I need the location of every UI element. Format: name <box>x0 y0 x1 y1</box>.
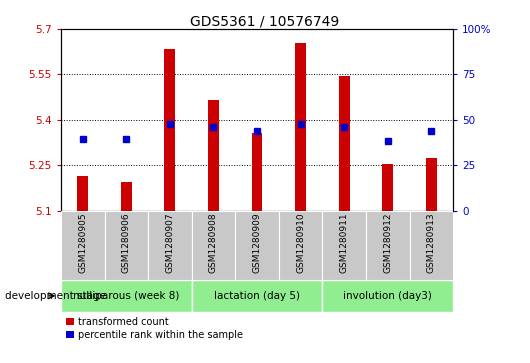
Bar <box>252 133 262 211</box>
Bar <box>382 164 393 211</box>
Text: GSM1280905: GSM1280905 <box>78 213 87 273</box>
Text: GSM1280907: GSM1280907 <box>165 213 174 273</box>
Text: development stage: development stage <box>5 291 107 301</box>
Text: nulliparous (week 8): nulliparous (week 8) <box>73 291 180 301</box>
Text: GSM1280911: GSM1280911 <box>340 213 349 273</box>
Text: GSM1280909: GSM1280909 <box>253 213 261 273</box>
Bar <box>192 280 322 312</box>
Bar <box>77 176 88 211</box>
Bar <box>235 211 279 280</box>
Bar <box>295 42 306 211</box>
Text: GSM1280912: GSM1280912 <box>383 213 392 273</box>
Bar <box>322 280 453 312</box>
Text: GDS5361 / 10576749: GDS5361 / 10576749 <box>190 15 340 29</box>
Text: lactation (day 5): lactation (day 5) <box>214 291 300 301</box>
Text: GSM1280913: GSM1280913 <box>427 213 436 273</box>
Bar <box>208 100 219 211</box>
Bar <box>322 211 366 280</box>
Bar <box>410 211 453 280</box>
Bar <box>148 211 192 280</box>
Text: GSM1280910: GSM1280910 <box>296 213 305 273</box>
Bar <box>279 211 322 280</box>
Bar <box>61 280 192 312</box>
Text: involution (day3): involution (day3) <box>343 291 432 301</box>
Bar <box>339 76 350 211</box>
Legend: transformed count, percentile rank within the sample: transformed count, percentile rank withi… <box>66 317 243 340</box>
Bar <box>61 211 104 280</box>
Text: GSM1280906: GSM1280906 <box>122 213 131 273</box>
Bar <box>366 211 410 280</box>
Text: GSM1280908: GSM1280908 <box>209 213 218 273</box>
Bar <box>121 182 132 211</box>
Bar <box>192 211 235 280</box>
Bar <box>104 211 148 280</box>
Bar <box>426 158 437 211</box>
Bar <box>164 49 175 211</box>
